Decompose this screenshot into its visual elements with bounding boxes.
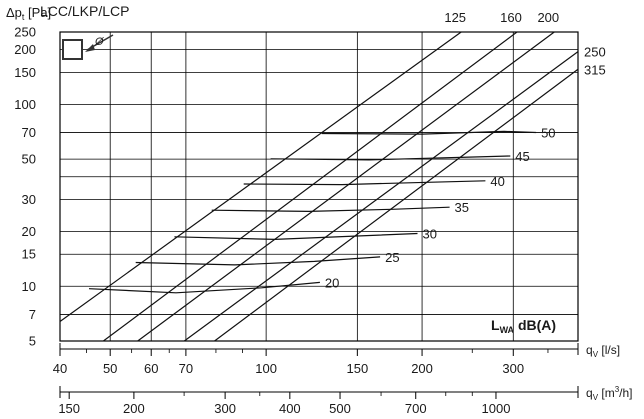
square-duct-icon — [62, 39, 83, 60]
flow-axis-ls-ticks: 40 50 60 70 100 150 200 300 — [53, 343, 579, 376]
y-tick-label: 200 — [14, 42, 36, 57]
x-tick-label-m3h: 400 — [279, 401, 301, 416]
y-tick-label: 100 — [14, 97, 36, 112]
y-tick-label: 5 — [29, 334, 36, 349]
noise-curve-20 — [88, 281, 320, 294]
flow-axis-m3h-ticks: 150 200 300 400 500 700 1000 — [58, 386, 579, 416]
grid-lines — [60, 32, 578, 341]
y-tick-label: 50 — [22, 152, 36, 167]
x-tick-label-ls: 50 — [103, 361, 117, 376]
x-tick-label-m3h: 150 — [58, 401, 80, 416]
x-axis-m3h-label: qV [m3/h] — [586, 385, 633, 402]
x-tick-label-m3h: 300 — [214, 401, 236, 416]
x-tick-label-m3h: 500 — [329, 401, 351, 416]
x-tick-label-ls: 300 — [502, 361, 524, 376]
sound-power-label: LWA dB(A) — [491, 317, 556, 335]
noise-curve-50 — [321, 130, 537, 135]
x-axis-ls-label: qV [l/s] — [586, 343, 620, 359]
y-tick-label: 30 — [22, 192, 36, 207]
x-tick-label-m3h: 1000 — [482, 401, 511, 416]
duct-symbol: Ø — [62, 34, 114, 60]
duct-size-label: 160 — [500, 10, 522, 25]
y-axis-label: Δpt [Pa] — [6, 5, 51, 22]
y-tick-label: 7 — [29, 307, 36, 322]
x-tick-label-ls: 150 — [346, 361, 368, 376]
noise-level-label: 40 — [490, 174, 504, 189]
duct-line-160 — [102, 31, 518, 342]
y-tick-label: 10 — [22, 279, 36, 294]
noise-level-label: 30 — [423, 227, 437, 242]
x-tick-label-ls: 40 — [53, 361, 67, 376]
noise-level-curves: 20 25 30 35 40 45 50 — [88, 126, 556, 294]
noise-level-label: 20 — [325, 275, 339, 290]
noise-curve-35 — [211, 206, 450, 213]
noise-curve-30 — [174, 232, 418, 241]
arrow-head-icon — [85, 44, 95, 52]
y-tick-label: 15 — [22, 247, 36, 262]
x-tick-label-ls: 100 — [255, 361, 277, 376]
x-tick-label-ls: 60 — [144, 361, 158, 376]
y-tick-label: 70 — [22, 125, 36, 140]
duct-size-lines: 125 160 200 250 315 — [59, 10, 606, 342]
duct-line-200 — [137, 31, 555, 342]
diameter-symbol: Ø — [94, 36, 105, 48]
duct-size-label: 250 — [584, 45, 606, 60]
y-tick-labels: 5 7 10 15 20 30 50 70 100 150 200 250 — [14, 25, 36, 349]
noise-curve-45 — [270, 155, 511, 161]
chart-title: LCC/LKP/LCP — [40, 3, 129, 19]
y-tick-label: 20 — [22, 224, 36, 239]
duct-line-125 — [59, 31, 462, 322]
noise-level-label: 25 — [385, 250, 399, 265]
duct-size-label: 315 — [584, 62, 606, 77]
duct-size-label: 125 — [444, 10, 466, 25]
x-tick-label-m3h: 700 — [405, 401, 427, 416]
noise-level-label: 50 — [541, 126, 555, 141]
noise-curve-40 — [243, 180, 486, 186]
x-tick-label-ls: 200 — [411, 361, 433, 376]
duct-line-250 — [183, 51, 579, 342]
y-tick-label: 250 — [14, 25, 36, 40]
noise-level-label: 45 — [515, 149, 529, 164]
duct-line-315 — [214, 68, 579, 342]
x-tick-label-m3h: 200 — [123, 401, 145, 416]
x-tick-label-ls: 70 — [179, 361, 193, 376]
duct-size-label: 200 — [537, 10, 559, 25]
y-tick-label: 150 — [14, 65, 36, 80]
plot-frame — [59, 31, 579, 342]
noise-curve-25 — [135, 256, 381, 266]
noise-level-label: 35 — [455, 200, 469, 215]
